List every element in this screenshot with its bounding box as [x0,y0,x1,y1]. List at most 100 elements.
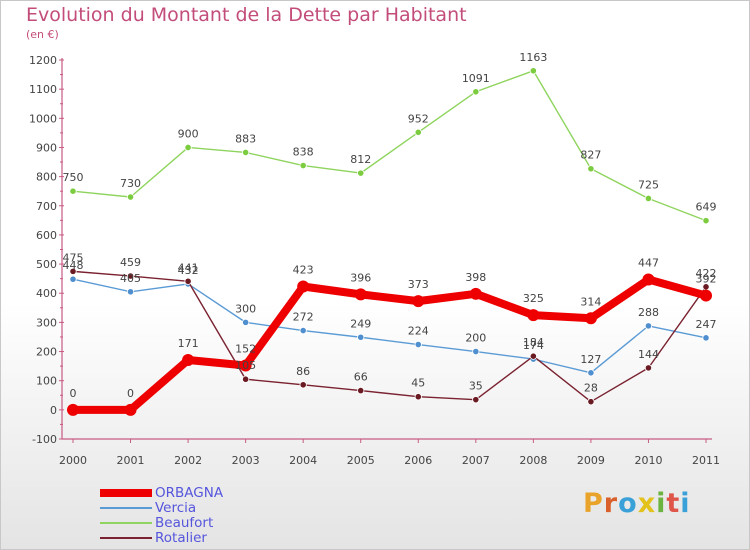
data-label-orbagna: 0 [127,387,134,400]
data-label-beaufort: 730 [120,177,141,190]
x-tick-label: 2010 [634,454,662,467]
data-point-vercia [587,369,595,377]
data-label-vercia: 127 [580,353,601,366]
data-label-rotalier: 144 [638,348,659,361]
data-label-beaufort: 725 [638,178,659,191]
logo-letter: i [656,488,667,519]
x-tick-label: 2002 [174,454,202,467]
data-point-orbagna [527,309,540,322]
data-label-vercia: 247 [696,318,717,331]
data-point-orbagna [412,295,425,308]
y-tick-label: -100 [32,433,57,446]
legend-swatch [100,537,152,539]
data-point-vercia [414,340,422,349]
y-tick-label: 800 [36,171,57,184]
data-label-beaufort: 750 [63,171,84,184]
series-line-orbagna [69,275,710,414]
logo-letter: r [603,488,619,519]
data-label-orbagna: 152 [235,343,256,356]
y-tick-label: 1100 [29,83,57,96]
data-label-beaufort: 952 [408,112,429,125]
data-point-beaufort [702,217,710,225]
logo-letter: o [618,488,638,519]
y-tick-label: 600 [36,229,57,242]
data-label-orbagna: 171 [178,337,199,350]
proxiti-logo: Proxiti [583,488,691,519]
legend-swatch [100,522,152,524]
axes: -100010020030040050060070080090010001100… [29,54,720,467]
data-point-rotalier [184,277,192,285]
chart-subtitle: (en €) [26,28,59,41]
data-label-vercia: 272 [293,311,314,324]
data-point-orbagna [642,273,655,286]
series-line-beaufort [72,70,707,222]
data-point-vercia [702,334,710,342]
data-label-vercia: 249 [350,317,371,330]
y-tick-label: 1200 [29,54,57,67]
data-point-rotalier [587,398,595,406]
data-point-vercia [472,347,480,356]
x-tick-label: 2004 [289,454,317,467]
data-label-beaufort: 812 [350,153,371,166]
data-point-rotalier [242,375,250,383]
x-tick-label: 2006 [404,454,432,467]
data-point-beaufort [529,67,537,75]
data-point-rotalier [69,267,77,275]
data-point-vercia [69,275,77,283]
x-tick-label: 2001 [117,454,145,467]
data-point-beaufort [414,128,422,136]
y-tick-label: 700 [36,200,57,213]
data-label-orbagna: 0 [70,387,77,400]
data-label-rotalier: 184 [523,336,544,349]
y-tick-label: 300 [36,316,57,329]
data-label-beaufort: 900 [178,127,199,140]
data-point-vercia [299,326,307,335]
data-label-rotalier: 35 [469,380,483,393]
data-label-beaufort: 883 [235,132,256,145]
data-label-vercia: 448 [63,259,84,272]
legend-label: ORBAGNA [155,485,224,501]
data-point-beaufort [644,194,653,203]
data-point-orbagna [67,403,79,416]
data-label-orbagna: 373 [408,278,429,291]
data-point-beaufort [242,148,250,157]
data-point-beaufort [184,143,192,152]
data-label-vercia: 300 [235,302,256,315]
data-point-rotalier [357,387,365,395]
data-label-vercia: 288 [638,306,659,319]
data-point-orbagna [182,353,195,366]
series-line-vercia [72,278,707,374]
series-layer [67,67,712,416]
logo-letter: x [637,488,657,519]
data-label-orbagna: 423 [293,264,314,277]
data-point-orbagna [124,403,137,416]
chart-title: Evolution du Montant de la Dette par Hab… [26,4,467,26]
data-point-vercia [357,333,365,341]
data-label-orbagna: 325 [523,292,544,305]
data-point-rotalier [126,272,135,280]
data-point-orbagna [469,287,482,300]
y-tick-label: 1000 [29,112,57,125]
data-label-orbagna: 314 [580,295,601,308]
y-tick-label: 200 [36,346,57,359]
legend-swatch [100,489,152,497]
data-point-beaufort [357,169,365,177]
data-label-rotalier: 28 [584,382,598,395]
data-point-orbagna [584,312,597,325]
data-label-vercia: 224 [408,325,429,338]
data-label-rotalier: 441 [178,261,199,274]
x-tick-label: 2000 [59,454,87,467]
data-point-orbagna [700,289,712,302]
x-tick-label: 2007 [462,454,490,467]
data-point-beaufort [299,161,307,170]
data-point-beaufort [126,193,135,201]
y-tick-label: 0 [50,404,57,417]
logo-letter: t [666,488,681,519]
data-label-beaufort: 1163 [519,51,547,64]
data-label-vercia: 432 [178,264,199,277]
x-tick-label: 2003 [232,454,260,467]
y-tick-label: 500 [36,258,57,271]
data-point-orbagna [297,280,310,293]
data-point-rotalier [644,364,653,372]
legend-swatch [100,507,152,509]
